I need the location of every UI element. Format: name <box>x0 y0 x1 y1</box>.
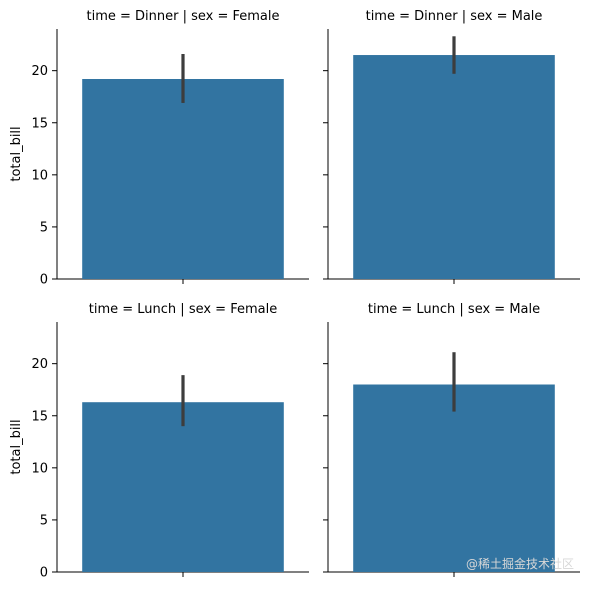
bar-2 <box>82 402 284 572</box>
watermark-text: @稀土掘金技术社区 <box>465 557 574 571</box>
y-tick-label: 15 <box>31 116 48 131</box>
y-tick-label: 10 <box>31 461 48 476</box>
y-tick-label: 5 <box>40 220 48 235</box>
y-tick-label: 0 <box>40 273 48 288</box>
y-tick-label: 10 <box>31 168 48 183</box>
y-tick-label: 0 <box>40 566 48 581</box>
y-tick-label: 20 <box>31 64 48 79</box>
y-tick-label: 5 <box>40 513 48 528</box>
y-tick-label: 15 <box>31 409 48 424</box>
bar-1 <box>353 55 555 279</box>
facet-title-0: time = Dinner | sex = Female <box>86 9 279 24</box>
facet-title-1: time = Dinner | sex = Male <box>366 9 543 24</box>
y-axis-label: total_bill <box>9 126 24 181</box>
y-axis-label: total_bill <box>9 419 24 474</box>
facet-title-3: time = Lunch | sex = Male <box>368 302 540 317</box>
bar-3 <box>353 384 555 572</box>
y-tick-label: 20 <box>31 357 48 372</box>
facet-title-2: time = Lunch | sex = Female <box>89 302 277 317</box>
bar-0 <box>82 79 284 279</box>
